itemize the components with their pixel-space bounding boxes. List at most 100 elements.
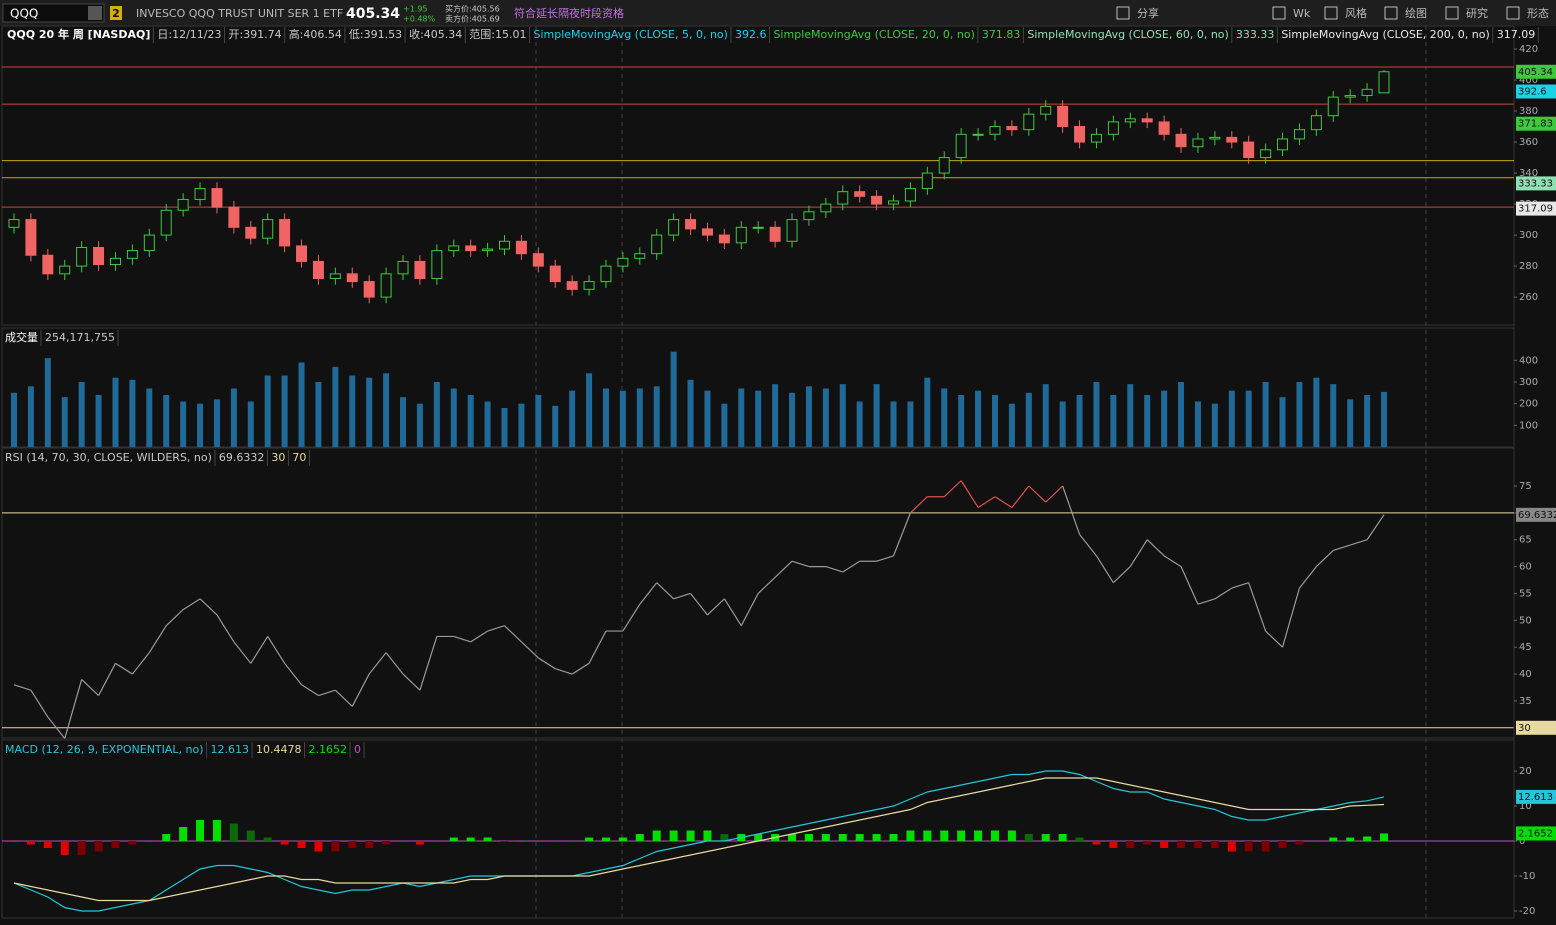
candle-body	[1310, 115, 1322, 131]
volume-bar	[1296, 382, 1303, 447]
volume-bar	[873, 384, 880, 447]
macd-histogram	[1278, 841, 1287, 849]
candle-body	[515, 240, 527, 255]
macd-histogram	[906, 830, 915, 842]
volume-bar	[366, 377, 373, 447]
candle-body	[25, 219, 37, 256]
macd-histogram	[263, 837, 272, 842]
toolbar-icon[interactable]	[1324, 6, 1338, 20]
macd-histogram	[1075, 837, 1084, 842]
macd-histogram	[1092, 841, 1101, 845]
candle-body	[1074, 126, 1086, 143]
macd-histogram	[1363, 836, 1372, 842]
toolbar-button[interactable]: 形态	[1527, 7, 1549, 20]
volume-bar	[264, 375, 271, 447]
candle-body	[228, 206, 240, 228]
candle-body	[1141, 118, 1153, 123]
volume-bar	[416, 403, 423, 447]
candle-body	[938, 157, 950, 174]
rsi-segment	[1231, 582, 1249, 589]
toolbar-icon[interactable]	[1384, 6, 1398, 20]
macd-histogram	[348, 841, 357, 849]
macd-histogram	[399, 841, 408, 842]
volume-bar	[1381, 391, 1387, 447]
y-tick-label: 55	[1519, 588, 1532, 599]
toolbar-button[interactable]: 研究	[1466, 6, 1488, 20]
rsi-segment	[1265, 630, 1283, 648]
rsi-segment	[1095, 555, 1114, 584]
candle-body	[786, 219, 798, 242]
volume-bar	[958, 395, 965, 447]
rsi-segment	[1129, 539, 1148, 567]
macd-tag: 12.613	[1518, 792, 1553, 803]
volume-bar	[467, 395, 474, 447]
y-tick-label: 75	[1519, 481, 1532, 492]
volume-bar	[163, 395, 170, 447]
candle-body	[921, 172, 933, 190]
candle-body	[177, 198, 189, 211]
rsi-segment	[690, 593, 708, 616]
macd-histogram	[280, 841, 289, 845]
candle-body	[143, 234, 155, 252]
ma-tag: 371.83	[1518, 119, 1553, 130]
volume-bar	[95, 395, 102, 447]
candle-body	[211, 188, 223, 208]
toolbar-buttons: 分享 Wk 风格 绘图 研究 形态	[1116, 6, 1549, 20]
volume-bar	[400, 397, 407, 447]
rsi-segment	[1062, 485, 1081, 535]
rsi-segment	[182, 598, 201, 611]
symbol-input[interactable]	[2, 3, 105, 23]
toolbar-icon[interactable]	[1272, 6, 1286, 20]
rsi-segment	[1197, 598, 1216, 605]
rsi-segment	[740, 593, 759, 626]
macd-histogram	[43, 841, 52, 849]
y-tick-label: 280	[1519, 261, 1538, 272]
volume-bar	[772, 384, 779, 447]
macd-histogram	[669, 830, 678, 842]
toolbar-button[interactable]: Wk	[1293, 7, 1311, 20]
macd-histogram	[128, 841, 137, 845]
chart-title: QQQ 20 年 周 [NASDAQ]	[7, 27, 150, 41]
rsi-level-label: 70	[292, 451, 306, 464]
y-tick-label: 360	[1519, 137, 1538, 148]
ma-value: 333.33	[1236, 28, 1275, 41]
volume-bar	[129, 379, 136, 447]
symbol-dropdown[interactable]	[88, 6, 102, 20]
toolbar-icon[interactable]	[1116, 6, 1130, 20]
rsi-segment	[1315, 550, 1334, 568]
volume-bar	[924, 377, 931, 447]
volume-bar	[619, 390, 626, 447]
volume-bar	[1042, 384, 1049, 447]
toolbar-button[interactable]: 绘图	[1405, 6, 1427, 20]
candle-body	[1327, 96, 1339, 117]
toolbar-button[interactable]: 风格	[1345, 6, 1367, 20]
volume-bar	[670, 351, 677, 447]
y-tick-label: 45	[1519, 642, 1532, 653]
y-tick-label: 20	[1519, 766, 1532, 777]
description: INVESCO QQQ TRUST UNIT SER 1 ETF	[136, 7, 343, 20]
macd-histogram	[111, 841, 120, 849]
candle-body	[820, 203, 832, 213]
macd-histogram	[94, 841, 103, 852]
macd-histogram	[568, 841, 577, 842]
toolbar-icon[interactable]	[1445, 6, 1459, 20]
rsi-segment	[1366, 514, 1385, 541]
toolbar-button[interactable]: 分享	[1137, 6, 1159, 20]
macd-histogram	[1024, 834, 1033, 842]
toolbar-icon[interactable]	[1506, 6, 1520, 20]
candle-body	[701, 228, 713, 236]
rsi-segment	[757, 576, 776, 594]
macd-histogram	[821, 834, 830, 842]
candle-body	[1023, 113, 1035, 131]
rsi-value: 69.6332	[219, 451, 265, 464]
macd-histogram	[77, 841, 86, 856]
volume-bar	[332, 366, 339, 447]
macd-histogram	[855, 834, 864, 842]
rsi-segment	[1079, 533, 1097, 557]
volume-bar	[1025, 392, 1032, 447]
signal-value: 10.4478	[256, 743, 302, 756]
macd-histogram	[1329, 837, 1338, 842]
volume-bar	[755, 390, 762, 447]
volume-bar	[721, 403, 728, 447]
rsi-segment	[64, 679, 83, 739]
